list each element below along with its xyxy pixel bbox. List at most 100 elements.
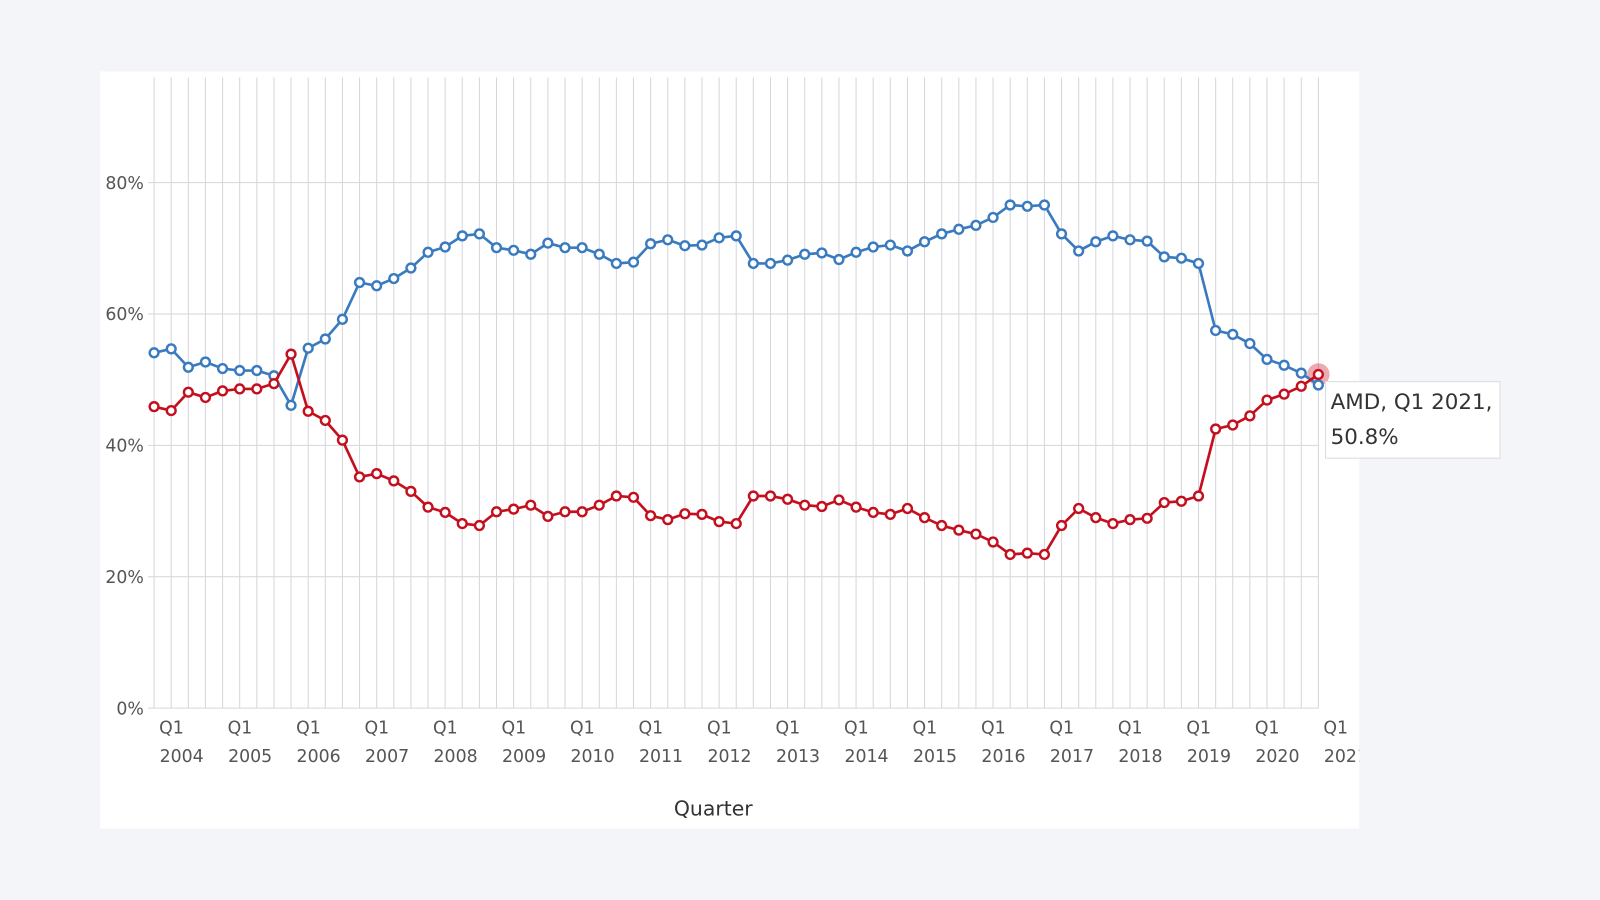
data-point [696, 239, 708, 251]
data-point [525, 499, 537, 511]
data-point [1295, 367, 1307, 379]
x-tick-year-label: 2005 [228, 747, 272, 767]
data-point [336, 434, 349, 446]
data-point [319, 414, 331, 427]
data-point [1158, 251, 1170, 263]
x-tick-year-label: 2009 [502, 747, 546, 767]
data-point [730, 230, 742, 242]
x-tick-quarter-label: Q1 [1186, 719, 1211, 739]
y-tick-label: 40% [105, 437, 144, 457]
x-tick-quarter-label: Q1 [1118, 719, 1143, 739]
data-point [764, 490, 777, 502]
data-point [662, 514, 674, 526]
x-tick-quarter-label: Q1 [1049, 719, 1074, 739]
data-point [302, 405, 314, 417]
data-point [371, 280, 383, 292]
data-point [148, 347, 160, 359]
data-point [1175, 495, 1188, 507]
data-point [1124, 234, 1136, 246]
data-point [1312, 379, 1324, 391]
data-point [713, 515, 725, 528]
data-point [1021, 547, 1033, 559]
data-point [490, 506, 503, 518]
data-point [936, 519, 948, 532]
data-point [1227, 328, 1239, 341]
data-point [918, 236, 931, 248]
data-point [473, 228, 486, 240]
data-point [645, 510, 657, 522]
x-tick-quarter-label: Q1 [296, 719, 321, 739]
data-point [1227, 419, 1239, 431]
x-tick-quarter-label: Q1 [1323, 719, 1348, 739]
data-point [199, 391, 212, 404]
data-point [422, 501, 434, 513]
data-point [1192, 257, 1205, 270]
data-point [353, 276, 366, 289]
data-point [627, 491, 640, 503]
data-point [182, 361, 194, 373]
tooltip-box [1325, 381, 1501, 459]
data-point [251, 364, 263, 377]
x-tick-quarter-label: Q1 [912, 719, 937, 739]
y-tick-label: 80% [105, 174, 144, 194]
data-point [525, 248, 537, 260]
data-point [1055, 228, 1068, 240]
x-tick-quarter-label: Q1 [228, 719, 253, 739]
data-point [627, 256, 640, 268]
data-point [747, 257, 759, 270]
data-point [319, 333, 331, 345]
data-point [1073, 502, 1085, 515]
tooltip-line2: 50.8% [1331, 425, 1399, 450]
x-tick-year-label: 2011 [639, 747, 683, 767]
y-axis-ticks: 0% 20% 40% 60% 80% [105, 174, 144, 720]
data-point [799, 499, 811, 511]
data-point [1055, 519, 1068, 532]
data-point [1261, 394, 1273, 406]
data-point [867, 241, 879, 253]
x-tick-quarter-label: Q1 [1255, 719, 1280, 739]
y-tick-label: 0% [116, 699, 143, 719]
data-point [781, 254, 794, 266]
data-point [182, 386, 194, 398]
x-tick-quarter-label: Q1 [775, 719, 800, 739]
data-point [713, 232, 725, 244]
x-tick-quarter-label: Q1 [844, 719, 869, 739]
data-point [234, 364, 246, 377]
x-tick-year-label: 2015 [913, 747, 957, 767]
data-point [559, 242, 571, 254]
data-point [970, 219, 982, 231]
x-tick-year-label: 2013 [776, 747, 820, 767]
data-point [747, 490, 759, 502]
data-point [456, 517, 468, 530]
data-point [850, 246, 862, 258]
data-point [987, 211, 999, 224]
x-tick-year-label: 2020 [1255, 747, 1299, 767]
data-point [1090, 512, 1102, 524]
data-point [148, 401, 160, 413]
data-point [285, 399, 297, 411]
data-point [1004, 199, 1016, 211]
data-point [781, 493, 794, 505]
x-tick-year-label: 2018 [1118, 747, 1162, 767]
tooltip-line1: AMD, Q1 2021, [1331, 390, 1493, 415]
data-point [1158, 496, 1170, 509]
data-point [730, 517, 742, 530]
data-point [679, 508, 691, 520]
data-point [833, 253, 845, 266]
data-point [816, 247, 828, 259]
data-point [1295, 380, 1307, 392]
data-point [833, 494, 845, 506]
data-point [439, 506, 451, 519]
data-point [336, 313, 349, 325]
x-tick-quarter-label: Q1 [707, 719, 732, 739]
data-point [1107, 517, 1119, 530]
data-point [610, 490, 622, 502]
x-tick-quarter-label: Q1 [365, 719, 390, 739]
data-point [1038, 199, 1051, 211]
data-point [542, 510, 554, 522]
data-point [576, 506, 588, 518]
data-point [1244, 410, 1256, 422]
data-point [645, 238, 657, 250]
data-point [371, 468, 383, 480]
